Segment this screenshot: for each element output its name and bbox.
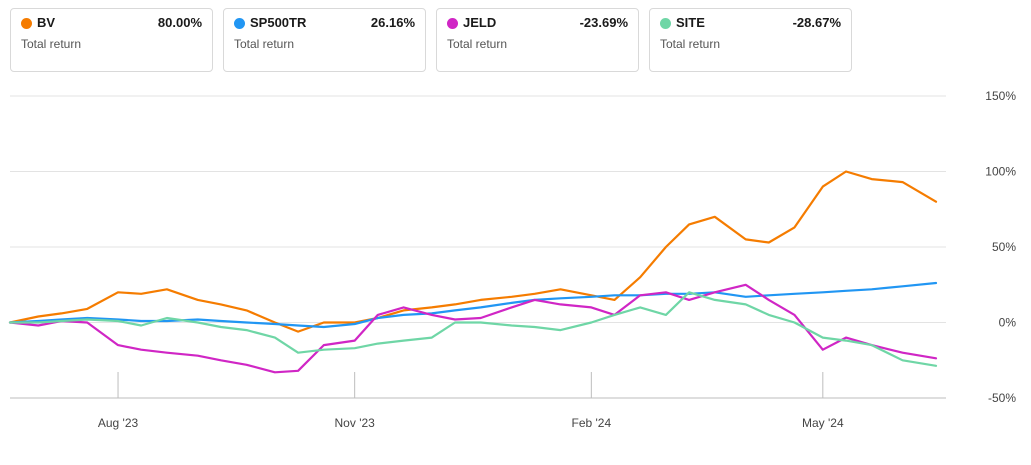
- y-tick-label: 150%: [985, 89, 1016, 103]
- x-tick-label: May '24: [802, 416, 844, 430]
- gridlines: [10, 95, 946, 399]
- series-line-jeld[interactable]: [8, 283, 938, 374]
- sp500tr-color-dot: [234, 18, 245, 29]
- site-color-dot: [660, 18, 671, 29]
- site-return-value: -28.67%: [792, 15, 841, 30]
- site-ticker: SITE: [676, 15, 705, 30]
- y-tick-label: -50%: [988, 391, 1016, 405]
- series-lines: [8, 170, 938, 374]
- bv-ticker: BV: [37, 15, 56, 30]
- site-return-label: Total return: [660, 37, 721, 51]
- x-tick-label: Aug '23: [98, 416, 139, 430]
- jeld-color-dot: [447, 18, 458, 29]
- bv-return-label: Total return: [21, 37, 82, 51]
- y-tick-label: 50%: [992, 240, 1016, 254]
- y-axis-labels: 150% 100% 50% 0% -50%: [985, 89, 1016, 405]
- sp500tr-ticker: SP500TR: [250, 15, 307, 30]
- x-axis-labels: Aug '23 Nov '23 Feb '24 May '24: [98, 416, 844, 430]
- series-line-site[interactable]: [8, 291, 938, 367]
- legend-card-jeld[interactable]: JELD -23.69% Total return: [436, 8, 639, 72]
- x-tick-label: Feb '24: [571, 416, 611, 430]
- y-tick-label: 100%: [985, 165, 1016, 179]
- sp500tr-return-label: Total return: [234, 37, 295, 51]
- sp500tr-return-value: 26.16%: [370, 15, 415, 30]
- series-line-sp500tr[interactable]: [8, 281, 938, 329]
- legend-card-sp500tr[interactable]: SP500TR 26.16% Total return: [223, 8, 426, 72]
- bv-return-value: 80.00%: [157, 15, 202, 30]
- series-line-bv[interactable]: [8, 170, 938, 333]
- jeld-ticker: JELD: [463, 15, 497, 30]
- jeld-return-label: Total return: [447, 37, 508, 51]
- bv-color-dot: [21, 18, 32, 29]
- legend-card-bv[interactable]: BV 80.00% Total return: [10, 8, 213, 72]
- x-tick-label: Nov '23: [335, 416, 376, 430]
- x-axis-ticks: [117, 372, 824, 398]
- legend-card-site[interactable]: SITE -28.67% Total return: [649, 8, 852, 72]
- jeld-return-value: -23.69%: [579, 15, 628, 30]
- legend-cards: BV 80.00% Total return SP500TR 26.16% To…: [10, 8, 852, 72]
- y-tick-label: 0%: [999, 316, 1017, 330]
